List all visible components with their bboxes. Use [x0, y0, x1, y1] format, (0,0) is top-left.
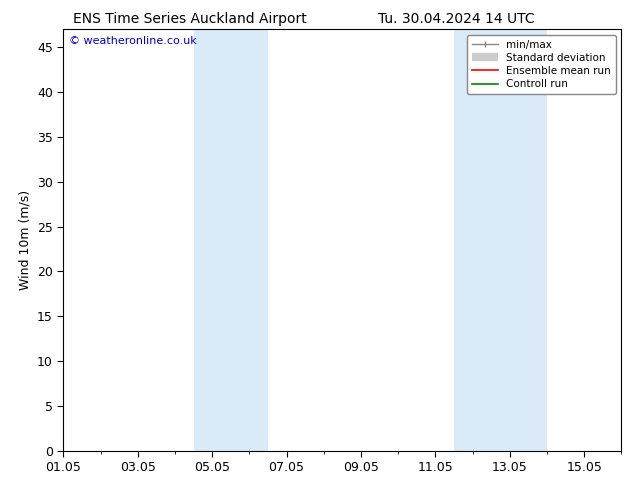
Legend: min/max, Standard deviation, Ensemble mean run, Controll run: min/max, Standard deviation, Ensemble me… [467, 35, 616, 95]
Bar [454, 29, 547, 451]
Text: Tu. 30.04.2024 14 UTC: Tu. 30.04.2024 14 UTC [378, 12, 535, 26]
Y-axis label: Wind 10m (m/s): Wind 10m (m/s) [18, 190, 32, 290]
Bar [193, 29, 268, 451]
Text: © weatheronline.co.uk: © weatheronline.co.uk [69, 36, 197, 46]
Text: ENS Time Series Auckland Airport: ENS Time Series Auckland Airport [74, 12, 307, 26]
